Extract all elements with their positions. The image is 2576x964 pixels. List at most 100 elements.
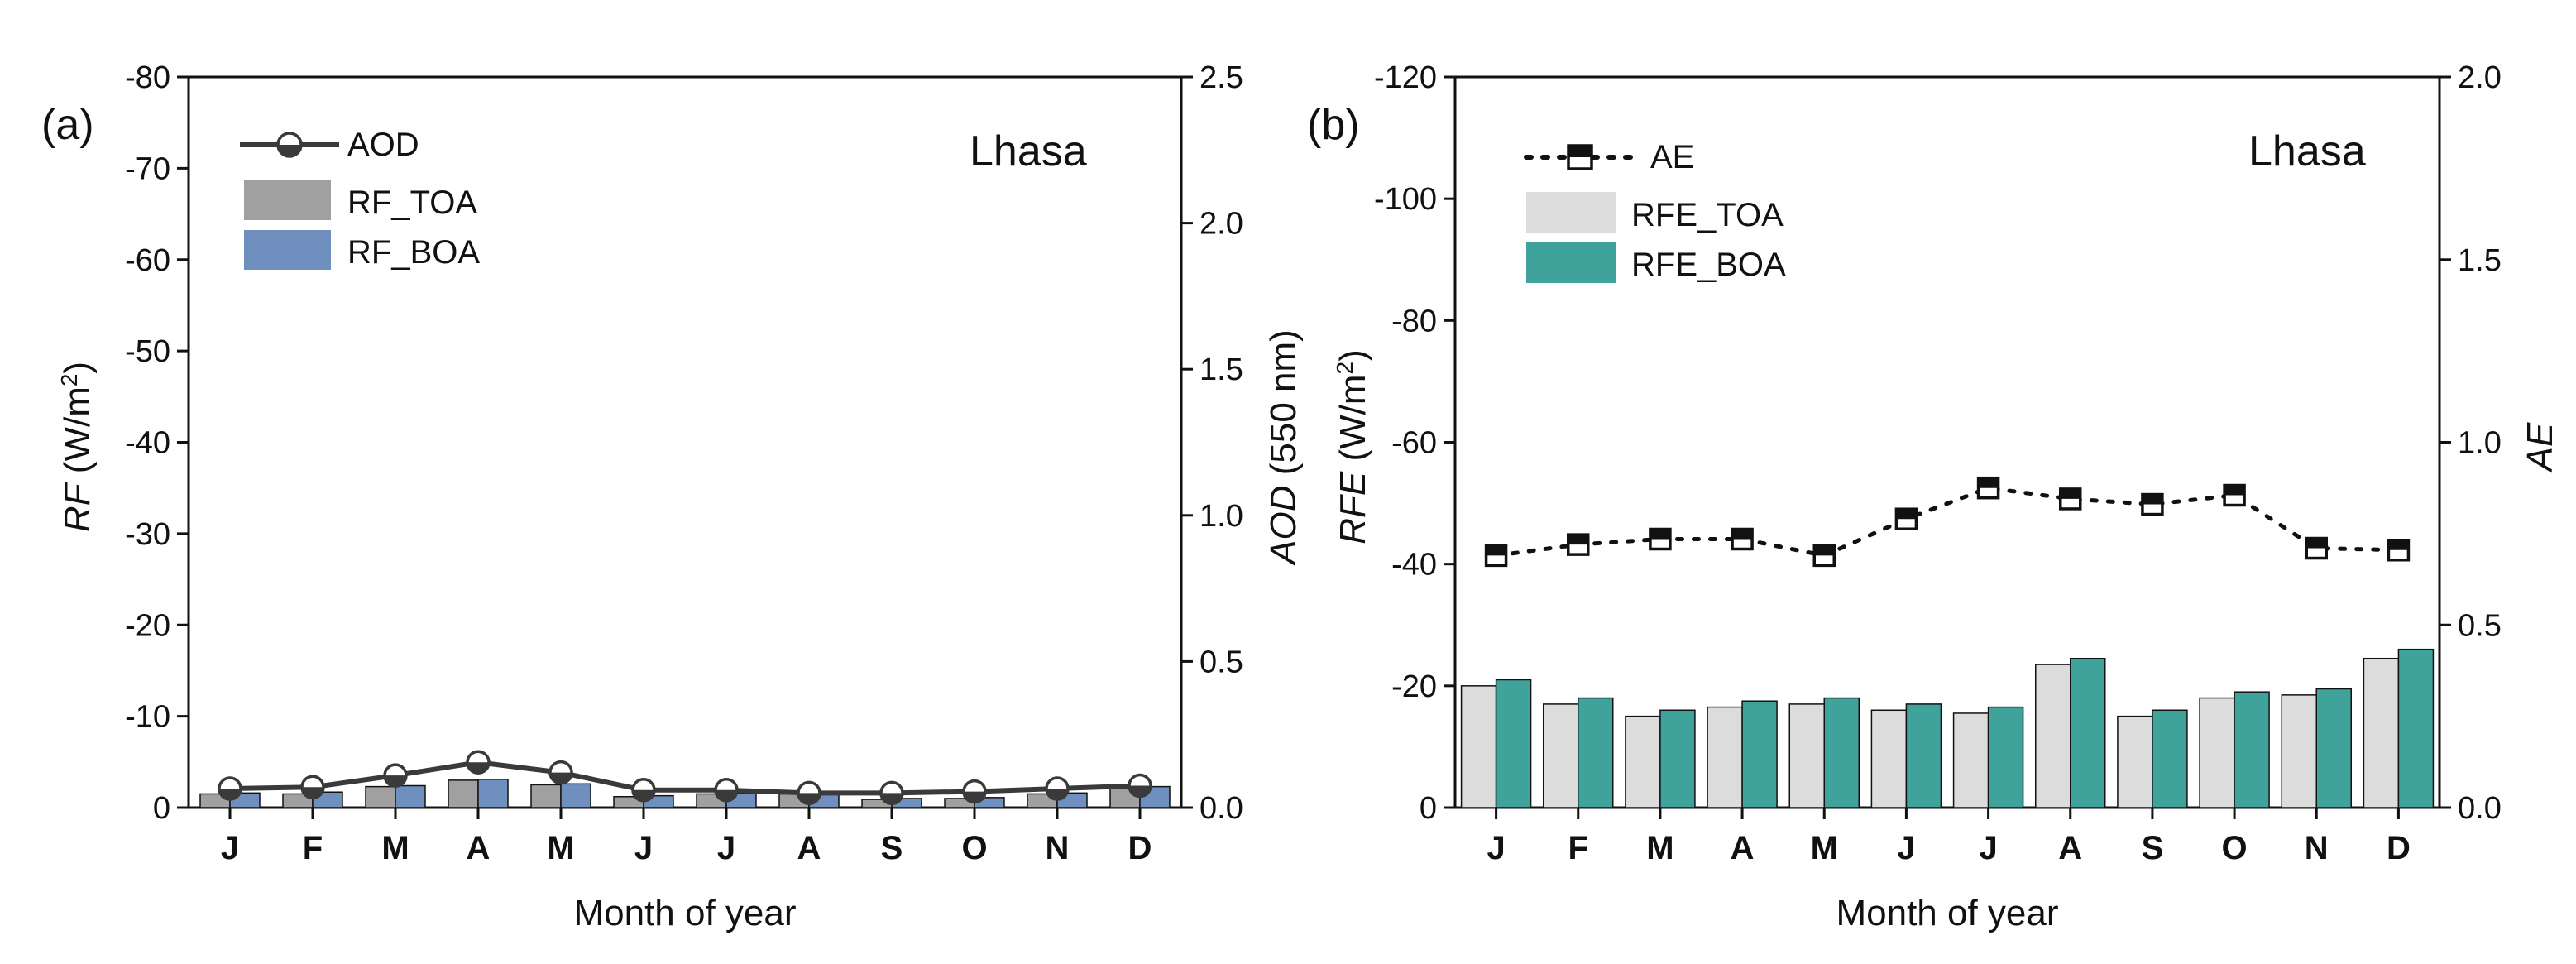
bar-rfe-boa-1: [1578, 697, 1614, 808]
panel-a-plot-frame: [187, 75, 1183, 809]
bar-rf-boa-3: [477, 779, 509, 808]
marker-ae-7: [2059, 487, 2082, 511]
marker-ae-9: [2223, 483, 2246, 507]
marker-aod-4: [548, 760, 573, 785]
left-tick-label: -40: [125, 426, 170, 461]
legend-rf-boa-label: RF_BOA: [347, 234, 480, 271]
marker-aod-5: [631, 778, 656, 803]
right-tick-label: 1.0: [1199, 499, 1243, 534]
x-tick-label: A: [797, 830, 821, 866]
bar-rfe-boa-5: [1905, 703, 1942, 808]
left-tick-label: -20: [1391, 669, 1437, 704]
marker-aod-3: [466, 750, 491, 775]
x-tick-label: J: [221, 830, 239, 866]
legend-aod-marker: [276, 132, 303, 158]
marker-aod-2: [383, 763, 408, 788]
x-tick-label: N: [1046, 830, 1070, 866]
marker-ae-5: [1894, 507, 1918, 530]
marker-aod-10: [1045, 776, 1070, 801]
right-tick-label: 0.0: [1199, 791, 1243, 826]
panel-b-legend: AE RFE_TOA RFE_BOA: [1524, 139, 1786, 283]
x-tick-label: O: [961, 830, 987, 866]
right-tick-label: 2.5: [1199, 60, 1243, 95]
legend-aod-label: AOD: [347, 127, 419, 163]
right-tick-label: 2.0: [1199, 207, 1243, 242]
legend-rfe-boa-swatch: [1526, 242, 1616, 283]
x-tick-label: M: [547, 830, 574, 866]
x-tick-label: J: [634, 830, 653, 866]
legend-rfe-boa-label: RFE_BOA: [1631, 247, 1786, 283]
marker-aod-8: [879, 780, 904, 806]
panel-b-right-ticks: 0.0 0.5 1.0 1.5 2.0: [2440, 60, 2502, 826]
right-tick-label: 0.5: [1199, 645, 1243, 679]
left-tick-label: -30: [125, 517, 170, 552]
x-tick-label: F: [303, 830, 323, 866]
x-tick-label: O: [2222, 830, 2248, 866]
left-tick-label: -60: [125, 243, 170, 278]
series-aod-line: [229, 760, 1141, 796]
legend-rf-toa-swatch: [244, 180, 331, 220]
bar-rfe-boa-4: [1823, 697, 1860, 808]
x-tick-label: J: [1487, 830, 1505, 866]
bar-rf-boa-2: [395, 784, 426, 808]
x-tick-label: F: [1568, 830, 1588, 866]
marker-ae-1: [1567, 533, 1590, 556]
panel-b-site: Lhasa: [2248, 127, 2366, 175]
left-tick-label: -100: [1374, 182, 1437, 217]
left-tick-label: -10: [125, 700, 170, 735]
panel-a-site: Lhasa: [970, 127, 1087, 175]
x-tick-label: D: [1128, 830, 1152, 866]
x-tick-label: A: [2058, 830, 2082, 866]
right-tick-label: 0.0: [2458, 791, 2502, 826]
panel-b-label: (b): [1307, 101, 1360, 149]
bar-rfe-toa-4: [1788, 703, 1825, 808]
panel-a-left-ticks: 0 -10 -20 -30 -40 -50 -60 -70 -80: [125, 60, 189, 826]
bar-rf-toa-2: [365, 785, 396, 808]
bar-rfe-toa-5: [1870, 709, 1908, 808]
panel-a-aod-line: [218, 750, 1152, 806]
bar-rfe-toa-8: [2117, 715, 2153, 808]
marker-aod-0: [218, 776, 242, 801]
panel-b-left-ticks: 0 -20 -40 -60 -80 -100 -120: [1374, 60, 1455, 826]
marker-ae-0: [1484, 544, 1508, 568]
legend-ae-label: AE: [1650, 139, 1694, 175]
left-tick-label: -60: [1391, 426, 1437, 461]
right-tick-label: 1.5: [2458, 243, 2502, 278]
left-tick-label: -20: [125, 608, 170, 643]
bar-rf-boa-4: [560, 783, 591, 808]
bar-rfe-boa-3: [1741, 700, 1778, 808]
x-tick-label: N: [2305, 830, 2329, 866]
panel-a-chart: 0 -10 -20 -30 -40 -50 -60 -70 -80 0.0 0.5 1.0 1.5 2.…: [41, 60, 1304, 933]
bar-rfe-boa-11: [2397, 648, 2435, 808]
left-tick-label: -70: [125, 151, 170, 186]
bar-rf-toa-3: [448, 779, 479, 808]
panel-b-y-left-title: RFE (W/m2): [1332, 349, 1374, 544]
series-ae-line: [1494, 486, 2401, 558]
right-tick-label: 1.5: [1199, 353, 1243, 387]
marker-aod-9: [962, 779, 987, 804]
bar-rfe-toa-7: [2035, 664, 2071, 808]
marker-aod-7: [797, 780, 821, 806]
x-tick-label: S: [2142, 830, 2164, 866]
legend-rfe-toa-swatch: [1526, 192, 1616, 233]
x-tick-label: J: [717, 830, 735, 866]
x-tick-label: M: [1811, 830, 1838, 866]
bar-rfe-boa-2: [1659, 709, 1696, 808]
bar-rf-toa-4: [530, 784, 562, 808]
panel-a-y-right-title: AOD (550 nm): [1263, 329, 1304, 567]
x-tick-label: M: [1646, 830, 1673, 866]
marker-ae-8: [2141, 492, 2164, 516]
panel-b-x-title: Month of year: [1836, 893, 2058, 933]
bar-rfe-toa-2: [1625, 715, 1661, 808]
bar-rfe-boa-8: [2152, 709, 2188, 808]
left-tick-label: -80: [125, 60, 170, 95]
legend-rfe-toa-label: RFE_TOA: [1631, 197, 1784, 233]
bar-rfe-toa-1: [1543, 703, 1579, 808]
bar-rfe-toa-3: [1707, 706, 1743, 808]
bar-rfe-boa-0: [1495, 679, 1532, 808]
x-tick-label: D: [2387, 830, 2411, 866]
marker-ae-4: [1812, 544, 1836, 568]
panel-b-chart: 0 -20 -40 -60 -80 -100 -120 0.0 0.5 1.0 1.5 2.0 J F…: [1307, 60, 2560, 933]
legend-ae-marker: [1567, 144, 1593, 170]
